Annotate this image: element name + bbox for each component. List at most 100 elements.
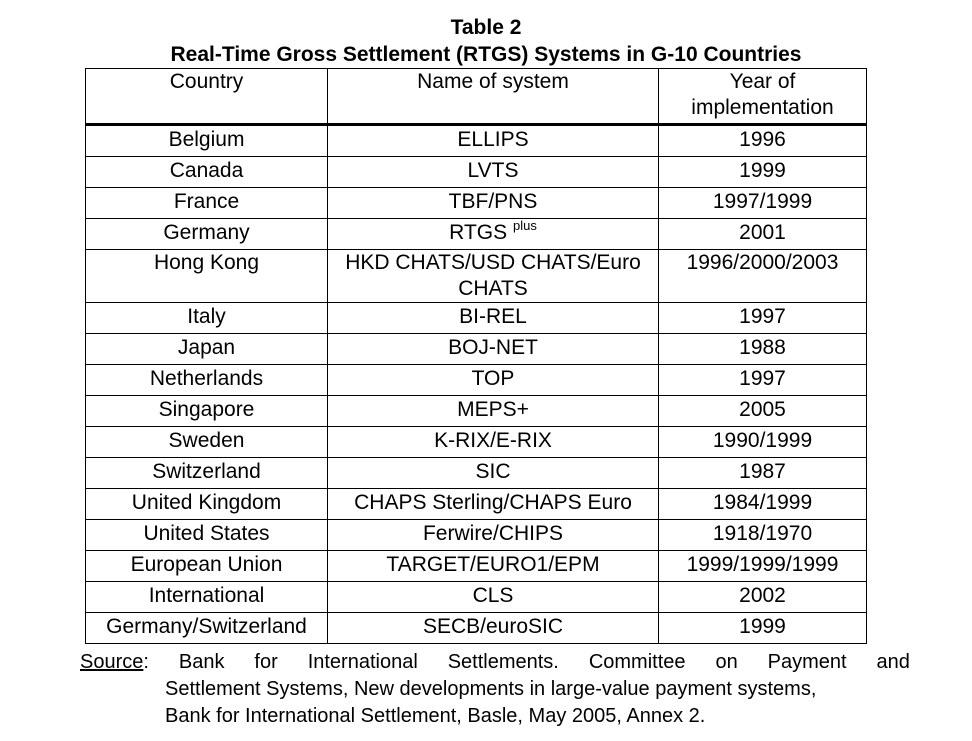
table-row: France TBF/PNS 1997/1999 (85, 187, 867, 219)
source-word: Committee (588, 651, 686, 673)
system-name: SECB/euroSIC (422, 615, 564, 638)
cell-country: Hong Kong (85, 249, 328, 303)
cell-year: 1996/2000/2003 (658, 249, 867, 303)
cell-country: Germany/Switzerland (85, 612, 328, 644)
cell-country: Italy (85, 302, 328, 334)
cell-country: Singapore (85, 395, 328, 427)
source-label-group: Source: (80, 649, 149, 676)
system-name: CLS (472, 584, 514, 607)
rtgs-table: Country Name of system Year of implement… (85, 68, 867, 644)
source-word: Bank (178, 651, 225, 673)
cell-country: International (85, 581, 328, 613)
table-row: Italy BI-REL 1997 (85, 302, 867, 334)
cell-system: TARGET/EURO1/EPM (327, 550, 659, 582)
table-row: Canada LVTS 1999 (85, 156, 867, 188)
source-line-1: Source: Bank for International Settlements. C… (80, 649, 910, 676)
cell-system: MEPS+ (327, 395, 659, 427)
table-row: Netherlands TOP 1997 (85, 364, 867, 396)
table-row: Hong Kong HKD CHATS/USD CHATS/Euro CHATS 1… (85, 249, 867, 303)
cell-year: 1987 (658, 457, 867, 489)
table-title: Real-Time Gross Settlement (RTGS) System… (170, 43, 802, 66)
cell-country: United States (85, 519, 328, 551)
cell-year: 1997 (658, 302, 867, 334)
cell-country: Sweden (85, 426, 328, 458)
system-name: LVTS (467, 159, 519, 182)
cell-country: United Kingdom (85, 488, 328, 520)
table-body: Belgium ELLIPS 1996 Canada LVTS 1999 France TBF… (85, 124, 867, 644)
system-name: HKD CHATS/USD CHATS/Euro CHATS (345, 251, 641, 300)
source-note: Source: Bank for International Settlements. C… (80, 649, 910, 730)
cell-system: HKD CHATS/USD CHATS/Euro CHATS (327, 249, 659, 303)
header-country: Country (85, 68, 328, 126)
table-row: Switzerland SIC 1987 (85, 457, 867, 489)
source-word: for (254, 651, 278, 673)
header-year: Year of implementation (658, 68, 867, 126)
table-row: Singapore MEPS+ 2005 (85, 395, 867, 427)
system-name: MEPS+ (457, 398, 529, 421)
table-row: European Union TARGET/EURO1/EPM 1999/1999/… (85, 550, 867, 582)
source-line-2: Settlement Systems, New developments in … (165, 678, 817, 700)
table-row: Sweden K-RIX/E-RIX 1990/1999 (85, 426, 867, 458)
cell-year: 1990/1999 (658, 426, 867, 458)
source-word: Payment (767, 651, 847, 673)
cell-system: Ferwire/CHIPS (327, 519, 659, 551)
cell-year: 2002 (658, 581, 867, 613)
cell-year: 1997/1999 (658, 187, 867, 219)
system-name: RTGS (449, 221, 513, 244)
system-name: ELLIPS (457, 128, 529, 151)
cell-year: 2005 (658, 395, 867, 427)
system-name: K-RIX/E-RIX (434, 429, 552, 452)
table-row: Belgium ELLIPS 1996 (85, 124, 867, 157)
cell-system: RTGS plus (327, 218, 659, 250)
table-row: United States Ferwire/CHIPS 1918/1970 (85, 519, 867, 551)
system-name: Ferwire/CHIPS (422, 522, 564, 545)
cell-system: K-RIX/E-RIX (327, 426, 659, 458)
cell-system: BOJ-NET (327, 333, 659, 365)
system-name: BOJ-NET (448, 336, 538, 359)
cell-year: 1997 (658, 364, 867, 396)
cell-system: BI-REL (327, 302, 659, 334)
system-name: TARGET/EURO1/EPM (386, 553, 600, 576)
cell-country: European Union (85, 550, 328, 582)
table-header-row: Country Name of system Year of implement… (85, 68, 867, 126)
source-word: : (143, 651, 149, 673)
cell-system: SECB/euroSIC (327, 612, 659, 644)
system-superscript: plus (512, 218, 537, 233)
cell-year: 1999 (658, 156, 867, 188)
cell-country: Netherlands (85, 364, 328, 396)
source-label: Source (80, 651, 144, 673)
system-name: TBF/PNS (448, 190, 538, 213)
cell-country: Canada (85, 156, 328, 188)
cell-year: 1918/1970 (658, 519, 867, 551)
source-word: on (715, 651, 738, 673)
cell-country: Japan (85, 333, 328, 365)
table-row: Germany/Switzerland SECB/euroSIC 1999 (85, 612, 867, 644)
cell-system: LVTS (327, 156, 659, 188)
cell-year: 1996 (658, 124, 867, 157)
table-row: Germany RTGS plus 2001 (85, 218, 867, 250)
table-row: United Kingdom CHAPS Sterling/CHAPS Euro 1… (85, 488, 867, 520)
system-name: TOP (471, 367, 515, 390)
cell-year: 2001 (658, 218, 867, 250)
source-word: Settlements. (447, 651, 559, 673)
cell-system: ELLIPS (327, 124, 659, 157)
cell-country: Belgium (85, 124, 328, 157)
table-row: International CLS 2002 (85, 581, 867, 613)
header-system: Name of system (327, 68, 659, 126)
cell-system: CHAPS Sterling/CHAPS Euro (327, 488, 659, 520)
source-line-3: Bank for International Settlement, Basle… (165, 705, 706, 727)
table-caption: Table 2 (450, 16, 522, 39)
system-name: CHAPS Sterling/CHAPS Euro (354, 491, 632, 514)
cell-year: 1999/1999/1999 (658, 550, 867, 582)
cell-system: CLS (327, 581, 659, 613)
cell-country: Germany (85, 218, 328, 250)
cell-country: France (85, 187, 328, 219)
system-name: SIC (475, 460, 511, 483)
source-word: and (876, 651, 910, 673)
cell-country: Switzerland (85, 457, 328, 489)
cell-system: TOP (327, 364, 659, 396)
table-row: Japan BOJ-NET 1988 (85, 333, 867, 365)
source-word: International (307, 651, 418, 673)
cell-system: SIC (327, 457, 659, 489)
cell-system: TBF/PNS (327, 187, 659, 219)
